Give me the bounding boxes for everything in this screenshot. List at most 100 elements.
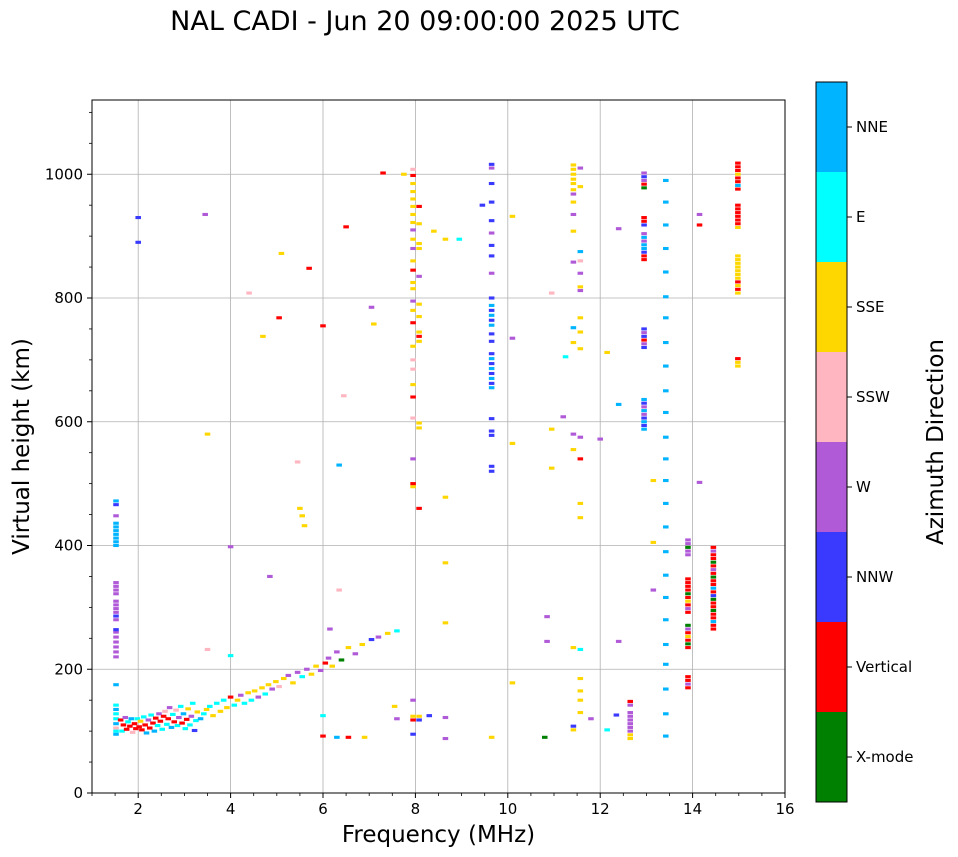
y-axis-label: Virtual height (km) xyxy=(9,338,35,555)
colorbar-label: NNE xyxy=(856,118,888,136)
x-tick-label: 12 xyxy=(591,800,610,818)
echo-cell xyxy=(570,177,577,181)
echo-cell xyxy=(416,334,422,338)
echo-cell xyxy=(488,371,495,376)
echo-point xyxy=(306,266,312,270)
echo-point xyxy=(135,216,141,220)
echo-cell xyxy=(577,271,584,275)
echo-cell xyxy=(488,243,495,247)
echo-cell xyxy=(113,592,119,596)
echo-cell xyxy=(710,608,717,613)
chart-title: NAL CADI - Jun 20 09:00:00 2025 UTC xyxy=(170,6,680,37)
echo-cell xyxy=(735,183,741,187)
echo-point xyxy=(615,639,622,643)
echo-cell xyxy=(488,181,495,186)
echo-point xyxy=(204,432,211,436)
echo-point xyxy=(164,722,170,726)
echo-point xyxy=(338,658,345,662)
echo-cell xyxy=(488,200,495,204)
echo-cell xyxy=(113,525,119,529)
echo-cell xyxy=(488,352,495,356)
echo-point xyxy=(269,687,275,691)
echo-cell xyxy=(710,549,717,553)
echo-point xyxy=(320,714,326,718)
echo-cell xyxy=(570,724,577,728)
echo-cell xyxy=(416,506,422,510)
echo-cell xyxy=(410,732,416,736)
echo-cell xyxy=(663,410,669,415)
colorbar-segment xyxy=(816,712,847,802)
echo-point xyxy=(179,721,185,725)
echo-cell xyxy=(710,597,717,601)
echo-point xyxy=(322,661,329,665)
echo-cell xyxy=(113,717,119,721)
echo-cell xyxy=(685,542,691,546)
echo-point xyxy=(119,729,125,733)
echo-point xyxy=(165,717,172,721)
echo-cell xyxy=(735,165,741,169)
echo-cell xyxy=(627,714,634,718)
echo-cell xyxy=(641,401,647,405)
echo-point xyxy=(541,735,548,739)
echo-cell xyxy=(113,640,119,644)
echo-cell xyxy=(735,284,741,288)
echo-cell xyxy=(410,190,416,194)
echo-cell xyxy=(410,197,416,201)
echo-cell xyxy=(641,416,647,420)
echo-cell xyxy=(685,545,691,549)
echo-cell xyxy=(488,271,495,275)
colorbar-label: W xyxy=(856,478,871,496)
echo-cell xyxy=(641,171,647,175)
x-tick-label: 14 xyxy=(683,800,702,818)
echo-cell xyxy=(641,232,647,236)
echo-cell xyxy=(113,683,119,687)
echo-cell xyxy=(663,435,669,439)
y-tick-label: 600 xyxy=(54,413,83,431)
echo-cell xyxy=(416,204,422,208)
echo-point xyxy=(320,324,326,328)
echo-cell xyxy=(710,594,717,598)
echo-point xyxy=(154,724,161,728)
echo-cell xyxy=(735,265,741,269)
echo-cell xyxy=(710,616,717,620)
echo-cell xyxy=(570,229,577,233)
echo-cell xyxy=(735,203,741,207)
echo-point xyxy=(262,692,269,696)
echo-point xyxy=(168,725,175,729)
echo-point xyxy=(174,724,181,728)
echo-point xyxy=(162,709,168,713)
grid-lines xyxy=(92,100,786,794)
echo-cell xyxy=(113,712,119,716)
echo-cell xyxy=(410,367,416,371)
echo-cell xyxy=(113,703,119,707)
echo-point xyxy=(183,717,190,721)
echo-cell xyxy=(488,339,495,343)
echo-cell xyxy=(410,358,416,362)
echo-cell xyxy=(410,395,416,399)
echo-point xyxy=(189,701,196,705)
echo-cell xyxy=(488,357,495,361)
echo-cell xyxy=(663,618,669,622)
echo-cell xyxy=(735,180,741,184)
echo-point xyxy=(125,720,131,724)
echo-point xyxy=(442,737,449,741)
echo-point xyxy=(171,720,178,724)
echo-point xyxy=(217,709,224,713)
echo-cell xyxy=(641,216,647,220)
echo-cell xyxy=(663,573,669,577)
echo-cell xyxy=(416,330,422,334)
echo-cell xyxy=(410,204,416,208)
echo-point xyxy=(343,225,349,229)
echo-cell xyxy=(416,339,422,343)
echo-point xyxy=(188,714,195,718)
echo-cell xyxy=(570,432,577,436)
echo-cell xyxy=(685,675,691,679)
echo-cell xyxy=(641,331,647,335)
echo-cell xyxy=(113,655,119,659)
echo-point xyxy=(544,615,550,619)
echo-cell xyxy=(488,386,495,390)
echo-point xyxy=(255,695,262,699)
echo-cell xyxy=(735,258,741,262)
echo-point xyxy=(182,727,189,731)
echo-point xyxy=(241,701,248,705)
